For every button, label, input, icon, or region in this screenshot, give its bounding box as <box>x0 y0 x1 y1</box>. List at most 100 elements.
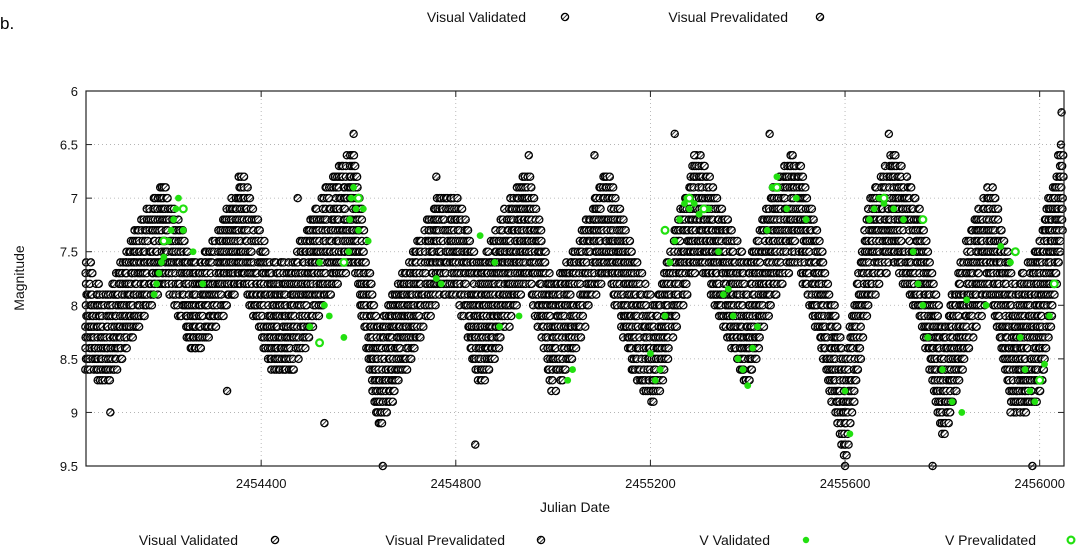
visual-validated-point <box>566 290 575 299</box>
v-validated-point <box>515 312 523 320</box>
visual-validated-point <box>576 333 586 342</box>
visual-validated-point <box>112 365 122 374</box>
visual-prevalidated-point <box>590 151 599 160</box>
visual-validated-point <box>350 161 360 171</box>
visual-validated-point <box>933 311 943 321</box>
v-validated-point <box>350 184 358 191</box>
visual-validated-point <box>340 204 350 214</box>
visual-validated-point <box>637 268 647 278</box>
visual-validated-point <box>1044 333 1053 342</box>
v-validated-point <box>167 226 175 234</box>
visual-validated-point <box>955 279 965 289</box>
v-validated-point <box>890 205 898 213</box>
visual-validated-point <box>807 204 817 214</box>
visual-validated-point <box>705 172 715 181</box>
visual-validated-point <box>1019 268 1028 278</box>
visual-validated-point <box>407 354 416 364</box>
y-axis-ticks: 66.577.588.599.5 <box>60 84 1064 474</box>
figure-label: b. <box>0 14 15 33</box>
visual-validated-point <box>927 268 937 278</box>
visual-validated-point <box>911 193 920 203</box>
v-validated-point <box>476 232 484 240</box>
v-validated-point <box>355 226 362 234</box>
visual-validated-point <box>969 333 978 342</box>
v-validated-point <box>1041 360 1048 368</box>
visual-validated-point <box>972 322 981 331</box>
visual-validated-point <box>627 247 636 256</box>
visual-validated-point <box>712 193 722 203</box>
visual-validated-point <box>801 183 810 192</box>
visual-validated-point <box>527 279 536 289</box>
visual-validated-point <box>755 258 765 267</box>
visual-validated-point <box>314 311 324 321</box>
visual-validated-point <box>802 193 812 203</box>
visual-validated-point <box>755 333 764 342</box>
visual-validated-point <box>304 333 314 342</box>
visual-validated-point <box>531 204 541 214</box>
visual-validated-point <box>494 343 504 353</box>
visual-validated-point <box>649 397 658 406</box>
visual-prevalidated-point <box>689 151 699 160</box>
y-tick-label: 6 <box>71 84 78 99</box>
visual-validated-point <box>923 247 933 256</box>
visual-validated-point <box>1021 408 1031 417</box>
v-validated-point <box>155 269 163 277</box>
visual-validated-point <box>847 408 857 417</box>
visual-validated-point <box>94 279 103 289</box>
x-tick-label: 2455200 <box>625 476 676 491</box>
v-validated-point <box>763 226 771 234</box>
grid-lines <box>86 91 1064 466</box>
visual-validated-point <box>410 343 419 353</box>
visual-validated-point <box>341 268 351 278</box>
visual-validated-point <box>147 301 157 310</box>
visual-validated-point <box>915 204 924 214</box>
visual-validated-point <box>823 279 833 289</box>
visual-validated-point <box>844 440 853 449</box>
v-prevalidated-point <box>1049 279 1059 289</box>
visual-validated-point <box>931 290 941 299</box>
v-validated-point <box>982 301 990 309</box>
visual-validated-point <box>419 322 428 331</box>
visual-validated-point <box>571 343 581 353</box>
v-prevalidated-point <box>178 204 188 214</box>
y-tick-label: 7.5 <box>60 245 78 260</box>
v-validated-point <box>347 194 355 202</box>
x-tick-label: 2455600 <box>820 476 871 491</box>
v-validated-point <box>340 334 348 341</box>
v-validated-point <box>739 366 747 373</box>
visual-validated-point <box>163 193 172 203</box>
visual-validated-point <box>261 247 270 256</box>
v-validated-point <box>306 323 314 331</box>
visual-validated-point <box>874 279 884 289</box>
visual-validated-point <box>357 215 367 224</box>
visual-validated-point <box>851 376 861 385</box>
visual-validated-point <box>818 247 827 256</box>
v-validated-point <box>179 226 187 234</box>
visual-validated-point <box>222 301 232 310</box>
visual-validated-point <box>723 215 733 224</box>
visual-validated-point <box>333 279 343 289</box>
visual-validated-point <box>536 226 546 235</box>
y-tick-label: 7 <box>71 191 78 206</box>
visual-validated-point <box>625 236 635 246</box>
visual-validated-point <box>140 311 149 321</box>
v-validated-point <box>175 194 182 202</box>
visual-validated-point <box>134 322 144 331</box>
v-validated-point <box>496 323 503 331</box>
visual-validated-point <box>352 172 362 181</box>
v-prevalidated-point <box>1010 247 1020 257</box>
v-validated-point <box>870 205 878 213</box>
visual-validated-point <box>324 193 334 203</box>
visual-validated-point <box>934 301 944 310</box>
v-prevalidated-point <box>315 338 325 348</box>
visual-validated-point <box>388 397 398 406</box>
v-validated-point <box>948 398 956 406</box>
visual-validated-point <box>812 226 822 235</box>
legend-bottom-v-prevalidated-label: V Prevalidated <box>945 532 1036 548</box>
v-validated-point <box>846 430 854 438</box>
visual-validated-point <box>608 183 618 192</box>
v-validated-point <box>564 376 572 384</box>
plot-frame <box>85 90 1065 467</box>
visual-validated-point <box>567 354 577 364</box>
visual-validated-point <box>302 301 311 310</box>
